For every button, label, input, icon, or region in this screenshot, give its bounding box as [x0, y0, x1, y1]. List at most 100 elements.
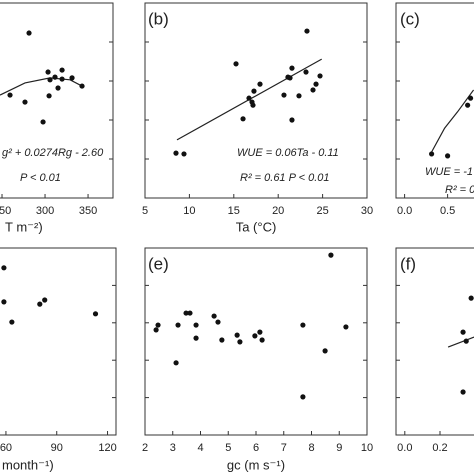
annotation: WUE = 0.06Ta - 0.11	[237, 147, 339, 159]
data-point	[289, 117, 295, 123]
data-point	[155, 322, 161, 328]
data-point	[92, 311, 99, 317]
data-point	[1, 265, 7, 271]
x-axis-label: month⁻¹)	[2, 457, 54, 472]
data-point	[234, 332, 240, 338]
x-tick-label: 300	[36, 205, 54, 217]
annotation: R² = 0.61 P < 0.01	[240, 172, 329, 184]
data-point	[310, 87, 316, 93]
data-point	[246, 95, 252, 101]
data-point	[460, 389, 466, 395]
data-point	[289, 65, 295, 71]
data-point	[181, 151, 187, 157]
fit-line	[0, 77, 83, 96]
x-tick-label: 60	[0, 442, 12, 454]
annotation: P < 0.01	[20, 172, 61, 184]
data-point	[322, 348, 328, 354]
x-tick-label: 8	[308, 442, 314, 454]
data-point	[173, 360, 179, 366]
data-point	[467, 95, 474, 101]
data-point	[445, 153, 451, 159]
annotation: g² + 0.0274Rg - 2.60	[2, 147, 104, 159]
data-point	[211, 313, 217, 319]
data-point	[193, 322, 199, 328]
fit-line	[447, 336, 474, 348]
x-tick-label: 20	[272, 205, 284, 217]
x-tick-label: 90	[51, 442, 63, 454]
data-point	[26, 30, 32, 36]
data-point	[42, 297, 48, 303]
plot-frame	[144, 2, 368, 199]
plot-frame	[0, 247, 117, 436]
x-tick-label: 0.0	[397, 442, 412, 454]
x-tick-label: 0.5	[440, 205, 455, 217]
data-point	[300, 394, 306, 400]
data-point	[7, 92, 13, 98]
panel-label: (b)	[148, 9, 169, 28]
data-point	[237, 339, 243, 345]
data-point	[52, 74, 58, 80]
data-point	[343, 324, 349, 330]
x-tick-label: 30	[361, 205, 373, 217]
data-point	[175, 322, 181, 328]
x-tick-label: 25	[316, 205, 328, 217]
plot-frame	[0, 2, 114, 199]
data-point	[59, 67, 65, 73]
plot-frame	[395, 2, 474, 199]
panel-label: (f)	[400, 254, 416, 273]
data-point	[219, 337, 225, 343]
x-tick-label: 4	[197, 442, 203, 454]
x-tick-label: 0.0	[397, 205, 412, 217]
data-point	[69, 75, 75, 81]
x-tick-label: 9	[336, 442, 342, 454]
data-point	[313, 81, 319, 87]
annotation: WUE = -1	[425, 166, 473, 178]
x-tick-label: 5	[142, 205, 148, 217]
data-point	[300, 322, 306, 328]
x-axis-label: T m⁻²)	[5, 219, 43, 234]
plot-frame	[144, 247, 368, 436]
fit-line	[431, 89, 474, 153]
data-point	[259, 337, 265, 343]
data-point	[317, 73, 323, 79]
data-point	[1, 299, 7, 305]
panel-label: (e)	[148, 254, 169, 273]
x-tick-label: 250	[0, 205, 11, 217]
data-point	[252, 333, 258, 339]
data-point	[303, 69, 309, 75]
data-point	[257, 81, 263, 87]
x-tick-label: 7	[281, 442, 287, 454]
data-point	[55, 85, 61, 91]
data-point	[257, 329, 263, 335]
x-tick-label: 350	[79, 205, 97, 217]
data-point	[40, 119, 46, 125]
data-point	[59, 76, 65, 82]
data-point	[465, 102, 471, 108]
data-point	[47, 77, 53, 83]
x-axis-label: Ta (°C)	[236, 219, 277, 234]
data-point	[173, 150, 179, 156]
data-point	[79, 83, 85, 89]
data-point	[429, 151, 435, 157]
data-point	[240, 116, 246, 122]
x-tick-label: 5	[225, 442, 231, 454]
data-point	[250, 102, 256, 108]
x-tick-label: 10	[183, 205, 195, 217]
data-point	[304, 28, 310, 34]
data-point	[193, 335, 199, 341]
x-tick-label: 15	[228, 205, 240, 217]
data-point	[183, 310, 189, 316]
x-tick-label: 120	[98, 442, 116, 454]
data-point	[468, 295, 474, 301]
annotation: R² = 0	[445, 184, 474, 196]
data-point	[287, 75, 293, 81]
data-point	[296, 93, 302, 99]
data-point	[463, 338, 469, 344]
data-point	[251, 88, 257, 94]
data-point	[233, 61, 239, 67]
data-point	[37, 301, 43, 307]
x-tick-label: 10	[361, 442, 373, 454]
x-tick-label: 0.2	[432, 442, 447, 454]
data-point	[153, 327, 159, 333]
